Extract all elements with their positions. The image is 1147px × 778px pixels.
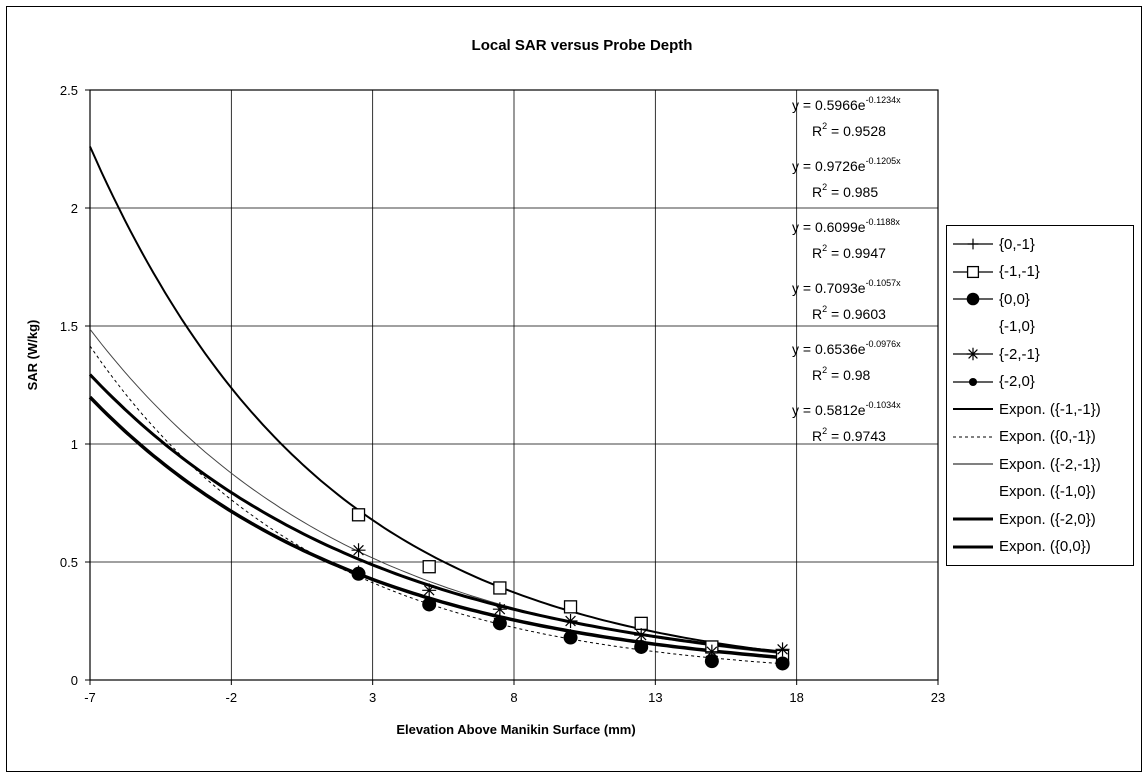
x-tick-label: 13 (648, 690, 662, 705)
y-tick-label: 0.5 (60, 555, 78, 570)
legend-item: Expon. ({0,-1}) (947, 424, 1096, 450)
asterisk-marker (351, 543, 366, 558)
asterisk-marker (775, 642, 790, 657)
legend-symbol (953, 436, 993, 437)
small-circle-marker (354, 569, 364, 579)
legend-label: Expon. ({-1,0}) (999, 483, 1096, 500)
r-squared-label: R2 = 0.9947 (812, 243, 886, 261)
equation-label: y = 0.9726e-0.1205x (792, 156, 901, 174)
r-squared-label: R2 = 0.9743 (812, 426, 886, 444)
y-tick-label: 1.5 (60, 319, 78, 334)
legend-symbol (953, 347, 993, 361)
square-marker (966, 265, 980, 278)
legend-label: Expon. ({0,-1}) (999, 428, 1096, 445)
legend-item: Expon. ({-2,-1}) (947, 451, 1101, 477)
legend-symbol (953, 265, 993, 278)
r-squared-label: R2 = 0.9528 (812, 121, 886, 139)
x-tick-label: 23 (931, 690, 945, 705)
equation-label: y = 0.6099e-0.1188x (792, 217, 900, 235)
r-squared-label: R2 = 0.9603 (812, 304, 886, 322)
legend-label: {0,-1} (999, 235, 1035, 253)
square-marker (634, 616, 648, 631)
trendline (89, 146, 783, 654)
asterisk-marker (634, 628, 649, 643)
small-circle-marker (636, 640, 646, 650)
x-tick-label: 3 (369, 690, 376, 705)
legend-item: Expon. ({0,0}) (947, 534, 1091, 560)
legend-label: {-2,0} (999, 373, 1035, 390)
small-circle-marker (424, 597, 434, 607)
legend-symbol (953, 238, 993, 250)
x-tick-label: -7 (84, 690, 96, 705)
legend-label: {-1,-1} (999, 263, 1040, 280)
legend-symbol (953, 463, 993, 465)
legend-item: {-1,0} (947, 314, 1035, 340)
y-tick-label: 1 (71, 437, 78, 452)
legend-item: Expon. ({-1,0}) (947, 479, 1096, 505)
asterisk-marker (704, 644, 719, 659)
square-marker (563, 600, 578, 614)
x-axis-label: Elevation Above Manikin Surface (mm) (396, 722, 635, 737)
small-circle-marker (566, 630, 576, 640)
square-marker (351, 508, 366, 522)
legend-item: {-1,-1} (947, 259, 1040, 285)
legend-item: {0,-1} (947, 231, 1035, 257)
square-marker (493, 581, 507, 595)
y-tick-label: 2.5 (60, 83, 78, 98)
square-marker (422, 560, 436, 574)
legend-label: {-1,0} (999, 318, 1035, 335)
chart-legend: {0,-1} {-1,-1} {0,0} {-1,0} {-2,-1} {-2,0} Exp… (946, 225, 1134, 566)
legend-item: Expon. ({-1,-1}) (947, 396, 1101, 422)
legend-item: Expon. ({-2,0}) (947, 506, 1096, 532)
x-tick-label: 8 (510, 690, 517, 705)
r-squared-label: R2 = 0.98 (812, 365, 871, 383)
legend-label: Expon. ({0,0}) (999, 538, 1091, 555)
legend-item: {-2,-1} (947, 341, 1040, 367)
trendline (89, 328, 783, 655)
equation-label: y = 0.6536e-0.0976x (792, 339, 901, 357)
legend-label: {-2,-1} (999, 345, 1040, 363)
y-axis-label: SAR (W/kg) (25, 320, 40, 391)
small-circle-marker (778, 658, 788, 668)
chart-title: Local SAR versus Probe Depth (472, 37, 693, 54)
legend-label: Expon. ({-2,0}) (999, 510, 1096, 528)
legend-item: {-2,0} (947, 369, 1035, 395)
legend-symbol (953, 292, 993, 306)
small-circle-marker (707, 654, 717, 664)
small-circle-marker (968, 377, 978, 386)
trendline (88, 395, 783, 660)
asterisk-marker (563, 614, 578, 628)
equation-label: y = 0.7093e-0.1057x (792, 278, 901, 296)
legend-symbol (953, 408, 993, 410)
legend-label: {0,0} (999, 290, 1030, 308)
asterisk-marker (492, 602, 507, 617)
y-tick-label: 0 (71, 673, 78, 688)
trendline (89, 345, 783, 665)
x-tick-label: -2 (226, 690, 238, 705)
legend-label: Expon. ({-1,-1}) (999, 400, 1101, 418)
large-circle-marker (966, 292, 980, 306)
equation-label: y = 0.5812e-0.1034x (792, 400, 901, 418)
legend-symbol (953, 517, 993, 521)
small-circle-marker (495, 616, 505, 626)
legend-label: Expon. ({-2,-1}) (999, 455, 1101, 473)
legend-symbol (953, 545, 993, 548)
trendline (88, 373, 783, 654)
plus-marker (967, 238, 979, 250)
asterisk-marker (966, 347, 980, 361)
legend-symbol (953, 377, 993, 386)
legend-symbol (947, 314, 999, 340)
asterisk-marker (422, 583, 437, 598)
equation-label: y = 0.5966e-0.1234x (792, 95, 901, 113)
legend-symbol (947, 479, 999, 505)
legend-item: {0,0} (947, 286, 1030, 312)
x-tick-label: 18 (789, 690, 803, 705)
r-squared-label: R2 = 0.985 (812, 182, 878, 200)
y-tick-label: 2 (71, 201, 78, 216)
